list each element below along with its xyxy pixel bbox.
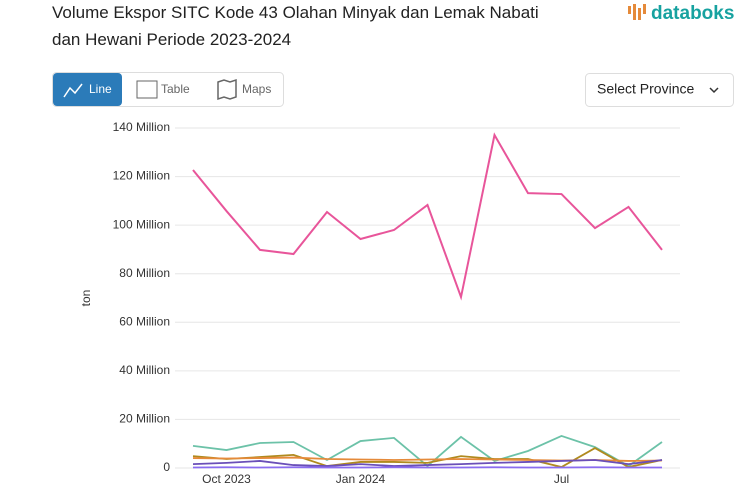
logo-icon <box>628 6 631 14</box>
y-tick-label: 100 Million <box>113 217 170 231</box>
y-tick-label: 120 Million <box>113 169 170 183</box>
y-axis-label: ton <box>79 290 93 307</box>
x-tick-label: Oct 2023 <box>202 472 251 486</box>
tab-label[interactable]: Maps <box>242 82 271 96</box>
x-tick-label: Jan 2024 <box>336 472 386 486</box>
y-tick-label: 80 Million <box>119 266 170 280</box>
y-tick-label: 40 Million <box>119 363 170 377</box>
select-label[interactable]: Select Province <box>597 81 694 97</box>
logo-icon <box>633 4 636 20</box>
tab-label[interactable]: Line <box>89 82 112 96</box>
series-line <box>193 135 662 297</box>
y-tick-label: 0 <box>163 460 170 474</box>
x-tick-label: Jul <box>554 472 569 486</box>
y-tick-label: 20 Million <box>119 412 170 426</box>
chart-title: Volume Ekspor SITC Kode 43 Olahan Minyak… <box>52 0 552 53</box>
logo: databoks <box>628 3 734 24</box>
logo-icon <box>643 4 646 14</box>
tab-label[interactable]: Table <box>161 82 190 96</box>
y-tick-label: 140 Million <box>113 120 170 134</box>
y-tick-label: 60 Million <box>119 314 170 328</box>
logo-text: databoks <box>651 3 734 24</box>
title-box: Volume Ekspor SITC Kode 43 Olahan Minyak… <box>52 0 552 56</box>
logo-icon <box>638 8 641 20</box>
